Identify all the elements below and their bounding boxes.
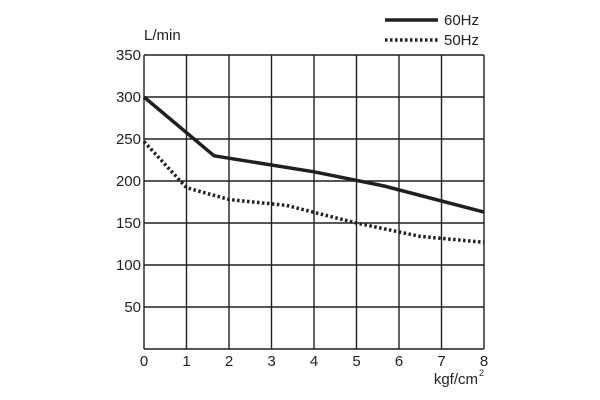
legend-label-60hz: 60Hz (444, 12, 479, 29)
y-tick-label: 300 (116, 89, 141, 106)
y-tick-label: 250 (116, 131, 141, 148)
x-tick-label: 1 (182, 353, 190, 370)
y-tick-label: 200 (116, 173, 141, 190)
x-tick-label: 3 (267, 353, 275, 370)
grid (143, 54, 485, 350)
series-line-60hz (142, 95, 485, 214)
x-axis-label: kgf/cm (434, 371, 478, 388)
series-line-50hz (142, 140, 485, 245)
y-tick-label: 100 (116, 257, 141, 274)
series-lines (142, 95, 485, 245)
x-tick-label: 5 (352, 353, 360, 370)
y-tick-label: 50 (124, 299, 141, 316)
x-tick-label: 6 (395, 353, 403, 370)
y-axis-label: L/min (144, 27, 181, 44)
y-tick-label: 350 (116, 47, 141, 64)
x-tick-label: 0 (140, 353, 148, 370)
x-tick-label: 2 (225, 353, 233, 370)
tick-labels: 0 1 2 3 4 5 6 7 8 50 100 150 200 250 300 350 (116, 47, 488, 370)
x-tick-label: 4 (310, 353, 318, 370)
x-tick-label: 7 (437, 353, 445, 370)
x-axis-label-superscript: 2 (479, 368, 484, 378)
legend-label-50hz: 50Hz (444, 32, 479, 49)
x-tick-label: 8 (480, 353, 488, 370)
y-tick-label: 150 (116, 215, 141, 232)
legend: 60Hz 50Hz (385, 12, 479, 49)
